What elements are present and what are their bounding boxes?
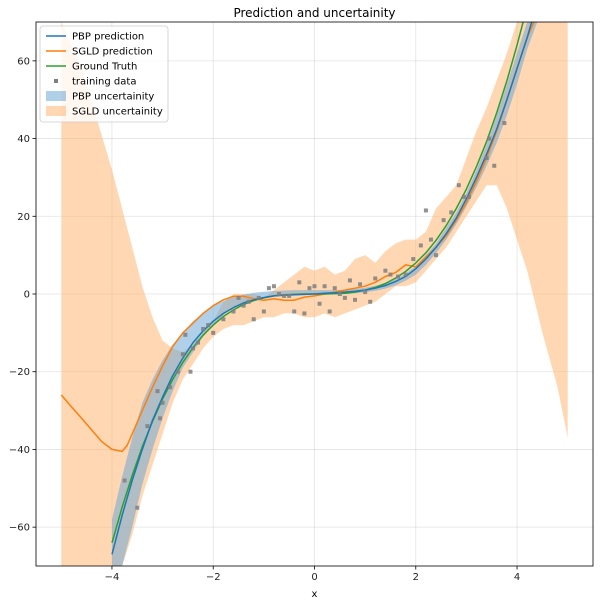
training-point [160, 400, 165, 405]
training-point [388, 272, 393, 277]
y-tick-label: 0 [24, 290, 30, 301]
training-point [492, 163, 497, 168]
y-tick-label: 60 [17, 56, 30, 67]
x-tick-label: −4 [105, 572, 120, 583]
y-tick-label: 20 [17, 212, 30, 223]
training-point [327, 309, 332, 314]
training-point [135, 505, 140, 510]
training-point [484, 156, 489, 160]
training-point [418, 243, 423, 248]
training-point [312, 284, 317, 289]
training-point [396, 274, 401, 279]
legend-label: Ground Truth [72, 62, 137, 73]
training-point [347, 278, 352, 283]
x-tick-label: 4 [514, 572, 520, 583]
training-point [282, 293, 287, 298]
training-point [190, 346, 195, 351]
training-point [373, 276, 378, 281]
training-point [363, 290, 368, 295]
training-point [251, 317, 256, 322]
training-point [403, 272, 408, 277]
training-point [487, 136, 492, 141]
training-point [322, 284, 327, 289]
training-point [358, 282, 363, 287]
y-tick-label: 40 [17, 134, 30, 145]
training-point [168, 385, 173, 390]
training-point [449, 210, 454, 215]
training-point [175, 369, 180, 374]
training-point [292, 309, 297, 314]
legend-label: training data [72, 77, 136, 88]
legend-label: SGLD uncertainity [72, 107, 163, 118]
legend-handle [46, 91, 66, 101]
training-point [211, 330, 216, 335]
training-point [461, 194, 466, 199]
training-point [155, 389, 160, 394]
training-point [188, 369, 193, 374]
training-point [206, 323, 211, 328]
training-point [317, 301, 322, 306]
training-point [236, 295, 241, 300]
training-point [368, 299, 373, 304]
legend-label: PBP prediction [72, 32, 144, 43]
training-point [261, 309, 266, 314]
pbp-prediction-line [111, 22, 533, 555]
training-point [221, 317, 226, 322]
ground-truth-line [111, 22, 524, 543]
training-point [342, 295, 347, 300]
training-point [180, 352, 185, 357]
training-point [423, 208, 428, 213]
training-point [145, 424, 150, 429]
y-tick-label: −60 [9, 523, 30, 534]
training-point [287, 293, 292, 298]
training-point [428, 237, 433, 242]
training-point [241, 303, 246, 308]
training-point [383, 268, 388, 273]
training-point [337, 292, 342, 296]
training-point [246, 299, 251, 304]
y-tick-label: −40 [9, 445, 30, 456]
training-point [183, 332, 188, 337]
x-tick-label: −2 [206, 572, 221, 583]
training-point [277, 292, 282, 296]
x-tick-label: 2 [413, 572, 419, 583]
sgld-prediction-line [60, 22, 535, 453]
training-point [297, 280, 302, 285]
training-point [411, 257, 416, 262]
legend-box [39, 25, 169, 123]
data-layer [60, 22, 568, 566]
legend-label: SGLD prediction [72, 47, 153, 58]
training-point [158, 416, 163, 421]
training-point [502, 121, 507, 126]
training-point [201, 326, 206, 331]
legend-handle [54, 79, 58, 83]
training-point [266, 286, 271, 291]
training-point [231, 309, 236, 314]
training-point [302, 311, 307, 316]
training-point [332, 286, 337, 291]
legend-label: PBP uncertainity [72, 92, 154, 103]
legend-handle [46, 106, 66, 116]
training-point [441, 218, 446, 223]
training-point [256, 295, 261, 300]
training-point [307, 286, 312, 291]
legend: PBP prediction SGLD prediction Ground Trut… [39, 25, 169, 123]
training-point [353, 297, 358, 302]
x-axis-label: x [312, 589, 318, 600]
training-point [271, 284, 276, 289]
x-tick-label: 0 [311, 572, 317, 583]
training-point [122, 478, 127, 483]
training-point [434, 253, 439, 258]
training-point [466, 194, 471, 199]
chart-title: Prediction and uncertainity [233, 6, 395, 20]
training-point [456, 183, 461, 188]
y-tick-label: −20 [9, 367, 30, 378]
training-point [196, 340, 201, 345]
